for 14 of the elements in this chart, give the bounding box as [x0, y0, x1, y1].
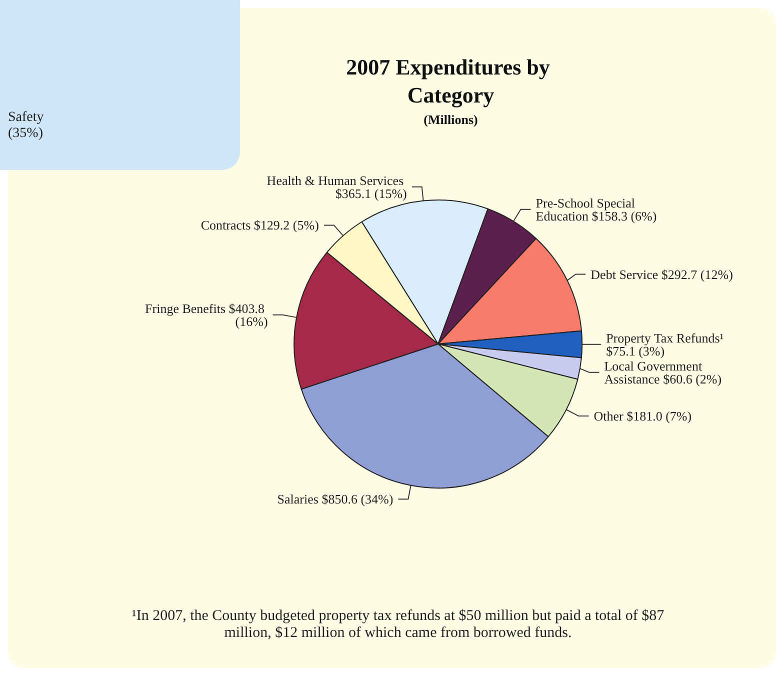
- slice-label: Local Government Assistance $60.6 (2%): [604, 358, 722, 386]
- data-label: $365.1 (15%): [335, 186, 407, 201]
- slice-label: Health & Human Services: [266, 172, 407, 188]
- slice-label: Debt Service $292.7 (12%): [590, 266, 733, 282]
- text: ¹In 2007, the County budgeted property tax refunds at $50 million but paid a total of $87 million, $12 million of which came from borrowed funds.: [130, 608, 666, 642]
- slice-label: Pre-School Special Education $158.3 (6%): [536, 195, 657, 224]
- slice-label: Property Tax Refunds¹: [606, 330, 727, 346]
- slice-label: Salaries $850.6 (34%): [277, 492, 394, 507]
- slice-label: Fringe Benefits $403.8 (16%): [145, 300, 268, 329]
- chart-title: 2007 Expenditures by Category: [346, 54, 556, 108]
- slice-label: Other $181.0 (7%): [594, 408, 692, 424]
- text: Safety (35%): [8, 110, 45, 142]
- slice-label: Contracts $129.2 (5%): [200, 218, 319, 233]
- chart-subtitle: (Millions): [424, 112, 478, 127]
